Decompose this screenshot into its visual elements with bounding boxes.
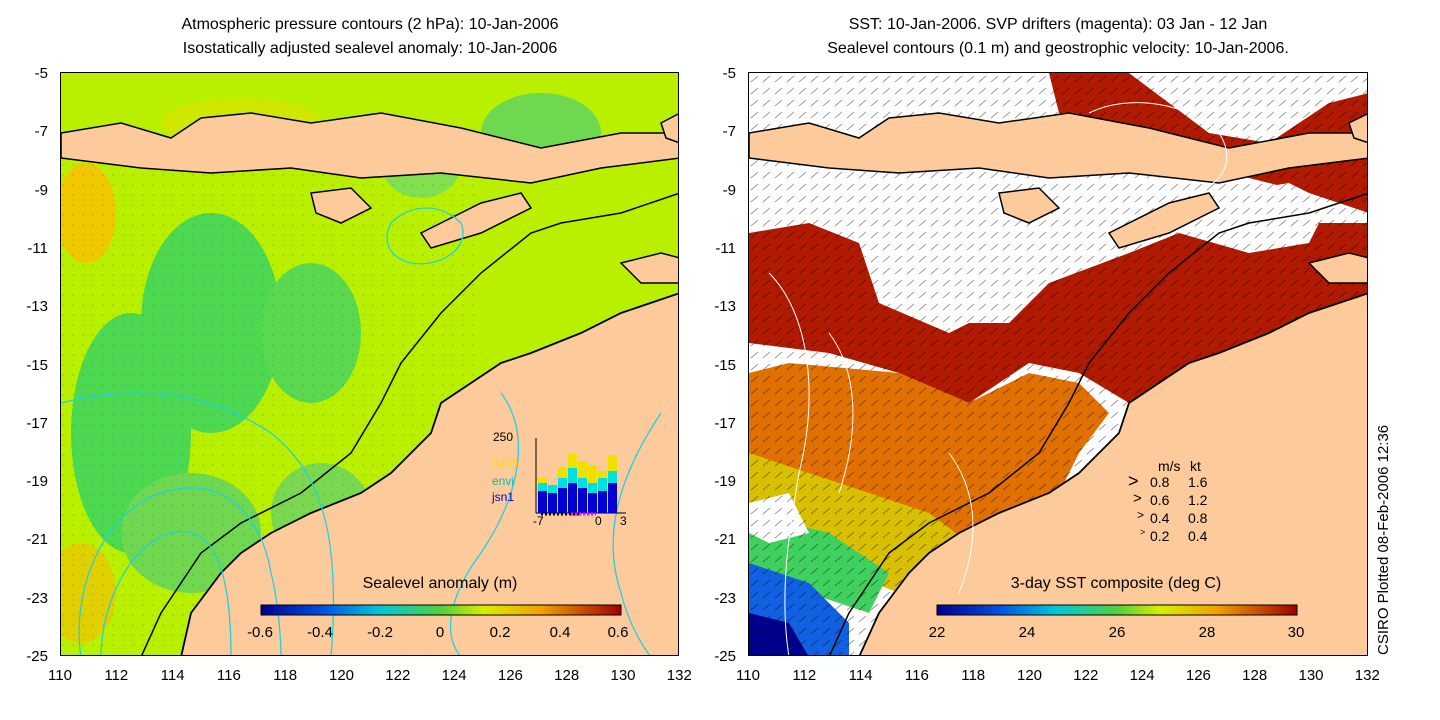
x-tick-label: 112: [792, 667, 817, 684]
sst-colorbar-tick: 28: [1198, 624, 1216, 641]
coverage-inset-chart: [535, 438, 626, 516]
velocity-legend-kt: 1.6: [1188, 474, 1208, 490]
x-tick-label: 120: [328, 667, 355, 684]
y-tick-label: -21: [714, 531, 736, 549]
sealevel-anomaly-map: [60, 72, 679, 656]
y-tick-label: -13: [26, 298, 48, 316]
sst-colorbar: [936, 604, 1298, 616]
velocity-legend-ms: 0.8: [1150, 474, 1170, 490]
velocity-legend-header-ms: m/s: [1158, 458, 1181, 474]
x-tick-label: 112: [104, 667, 129, 684]
velocity-legend-header-kt: kt: [1190, 458, 1201, 474]
sst-colorbar-tick: 22: [928, 624, 946, 641]
velocity-legend-ms: 0.4: [1150, 510, 1170, 526]
inset-x-label: 3: [620, 514, 627, 528]
velocity-legend-ms: 0.2: [1150, 528, 1170, 544]
sla-colorbar: [260, 604, 622, 616]
velocity-legend-arrow: >: [1133, 490, 1142, 507]
x-tick-label: 122: [385, 667, 411, 684]
velocity-legend-kt: 0.4: [1188, 528, 1208, 544]
plot-credit: CSIRO Plotted 08-Feb-2006 12:36: [1375, 424, 1392, 655]
x-tick-label: 110: [48, 667, 72, 684]
velocity-legend-kt: 0.8: [1188, 510, 1208, 526]
y-tick-label: -11: [27, 239, 48, 257]
sla-colorbar-tick: -0.2: [367, 624, 393, 641]
y-tick-label: -19: [26, 473, 48, 491]
y-tick-label: -23: [26, 589, 48, 607]
velocity-legend-arrow: >: [1128, 471, 1139, 491]
right-title-line1: SST: 10-Jan-2006. SVP drifters (magenta)…: [848, 16, 1268, 33]
sealevel-anomaly-plot: [61, 73, 678, 655]
x-tick-label: 132: [1354, 667, 1380, 684]
x-tick-label: 130: [610, 667, 636, 684]
velocity-legend-kt: 1.2: [1188, 492, 1208, 508]
y-tick-label: -23: [714, 589, 736, 607]
inset-x-label: -7: [533, 514, 544, 528]
y-tick-label: -21: [26, 531, 48, 549]
x-tick-label: 132: [666, 667, 692, 684]
y-tick-label: -15: [26, 356, 48, 374]
x-tick-label: 124: [1129, 667, 1155, 684]
inset-ymax-label: 250: [493, 430, 514, 444]
y-tick-label: -9: [34, 181, 48, 199]
sst-colorbar-tick: 30: [1287, 624, 1305, 641]
x-tick-label: 122: [1073, 667, 1099, 684]
sla-colorbar-tick: 0.4: [549, 624, 571, 641]
y-tick-label: -19: [714, 473, 736, 491]
x-tick-label: 114: [160, 667, 185, 684]
x-tick-label: 128: [554, 667, 580, 684]
y-tick-label: -7: [722, 123, 736, 141]
y-tick-label: -11: [715, 239, 736, 257]
velocity-legend-arrow: >: [1137, 508, 1145, 522]
y-tick-label: -25: [714, 648, 736, 665]
x-tick-label: 110: [736, 667, 760, 684]
x-tick-label: 126: [497, 667, 523, 684]
sst-map: [748, 72, 1368, 656]
sla-colorbar-tick: 0: [435, 624, 445, 641]
sla-colorbar-label: Sealevel anomaly (m): [362, 575, 518, 592]
inset-series-jsn1: jsn1: [492, 490, 515, 504]
x-tick-label: 120: [1016, 667, 1043, 684]
x-tick-label: 128: [1242, 667, 1268, 684]
x-tick-label: 116: [216, 667, 241, 684]
sla-colorbar-tick: 0.2: [489, 624, 511, 641]
x-tick-label: 114: [848, 667, 873, 684]
inset-series-gfo: GFO: [492, 457, 518, 471]
y-tick-label: -13: [714, 298, 736, 316]
x-tick-label: 118: [273, 667, 298, 684]
sst-colorbar-label: 3-day SST composite (deg C): [1010, 575, 1222, 592]
x-tick-label: 130: [1298, 667, 1324, 684]
x-tick-label: 124: [441, 667, 467, 684]
sst-colorbar-tick: 24: [1018, 624, 1036, 641]
sla-colorbar-tick: -0.4: [307, 624, 333, 641]
left-title-line1: Atmospheric pressure contours (2 hPa): 1…: [181, 16, 559, 33]
x-tick-label: 116: [904, 667, 929, 684]
y-tick-label: -5: [34, 65, 48, 82]
y-tick-label: -9: [722, 181, 736, 199]
sst-plot: [749, 73, 1367, 655]
y-tick-label: -15: [714, 356, 736, 374]
velocity-legend-arrow: >: [1140, 527, 1146, 537]
y-tick-label: -5: [722, 65, 736, 82]
sla-colorbar-tick: -0.6: [247, 624, 273, 641]
y-tick-label: -17: [26, 414, 48, 432]
x-tick-label: 118: [961, 667, 986, 684]
y-tick-label: -25: [26, 648, 48, 665]
y-tick-label: -17: [714, 414, 736, 432]
right-title-line2: Sealevel contours (0.1 m) and geostrophi…: [827, 40, 1289, 57]
inset-x-label: 0: [595, 514, 602, 528]
sla-colorbar-tick: 0.6: [607, 624, 629, 641]
sst-colorbar-tick: 26: [1108, 624, 1126, 641]
inset-series-envi: envi: [492, 474, 515, 488]
y-tick-label: -7: [34, 123, 48, 141]
left-title-line2: Isostatically adjusted sealevel anomaly:…: [182, 40, 558, 57]
velocity-legend-ms: 0.6: [1150, 492, 1170, 508]
x-tick-label: 126: [1185, 667, 1211, 684]
